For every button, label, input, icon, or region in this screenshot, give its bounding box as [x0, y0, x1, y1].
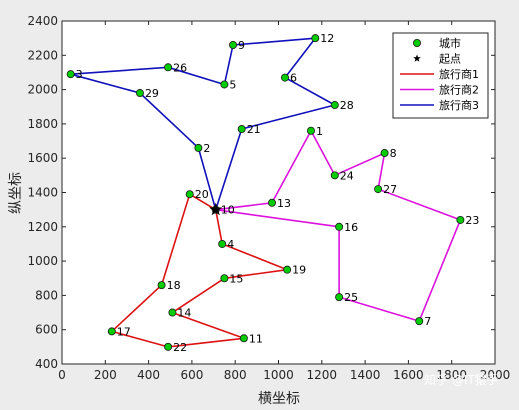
legend-city-marker: [412, 39, 421, 48]
x-axis-label: 横坐标: [258, 391, 300, 407]
city-marker: [280, 73, 289, 82]
city-marker: [239, 334, 248, 343]
y-tick-label: 2400: [27, 14, 58, 28]
city-label: 24: [340, 169, 354, 182]
legend-label: 旅行商3: [439, 98, 479, 112]
legend-label: 旅行商2: [439, 83, 479, 97]
x-tick-label: 1400: [350, 368, 381, 382]
x-tick-label: 600: [180, 368, 203, 382]
city-label: 8: [390, 147, 397, 160]
city-marker: [335, 293, 344, 302]
axes: 0 200 400 600 800 1000 1200 1400 1600 1800 2000400…: [27, 14, 510, 382]
city-marker: [283, 265, 292, 274]
city-label: 29: [145, 87, 159, 100]
city-label: 4: [227, 238, 234, 251]
city-marker: [374, 185, 383, 194]
x-tick-label: 800: [224, 368, 247, 382]
city-marker: [306, 126, 315, 135]
y-tick-label: 1000: [27, 254, 58, 268]
city-marker: [66, 70, 75, 79]
y-axis-label: 纵坐标: [8, 172, 24, 214]
city-label: 1: [316, 125, 323, 138]
city-marker: [229, 41, 238, 50]
city-marker: [268, 198, 277, 207]
watermark: 知乎 @IT猿手: [424, 373, 499, 387]
city-label: 7: [424, 315, 431, 328]
city-label: 9: [238, 39, 245, 52]
city-marker: [335, 222, 344, 231]
city-marker: [185, 190, 194, 199]
city-marker: [168, 308, 177, 317]
y-tick-label: 1800: [27, 117, 58, 131]
start-star-marker: [209, 202, 223, 216]
y-tick-label: 1400: [27, 186, 58, 200]
y-tick-label: 800: [35, 288, 58, 302]
city-label: 10: [221, 204, 235, 217]
city-label: 5: [229, 78, 236, 91]
city-marker: [330, 171, 339, 180]
city-label: 2: [203, 142, 210, 155]
city-marker: [380, 149, 389, 158]
city-label: 3: [76, 68, 83, 81]
city-label: 28: [340, 99, 354, 112]
city-label: 27: [383, 183, 397, 196]
x-tick-label: 400: [137, 368, 160, 382]
y-tick-label: 2000: [27, 83, 58, 97]
legend-box: [392, 32, 489, 119]
x-tick-label: 1600: [393, 368, 424, 382]
city-marker: [311, 34, 320, 43]
y-tick-label: 2200: [27, 48, 58, 62]
city-label: 25: [344, 291, 358, 304]
y-tick-label: 400: [35, 357, 58, 371]
city-label: 16: [344, 221, 358, 234]
city-label: 26: [173, 61, 187, 74]
x-tick-label: 0: [58, 368, 66, 382]
city-marker: [237, 125, 246, 134]
y-tick-label: 600: [35, 323, 58, 337]
city-marker: [107, 327, 116, 336]
city-label: 14: [177, 307, 191, 320]
city-label: 22: [173, 341, 187, 354]
city-marker: [330, 101, 339, 110]
city-label: 11: [249, 332, 263, 345]
y-tick-label: 1600: [27, 151, 58, 165]
legend-start-marker: [413, 54, 421, 62]
x-tick-label: 1800: [436, 368, 467, 382]
city-marker: [220, 274, 229, 283]
cities: 1234567891011121314151617181920212223242…: [66, 32, 479, 354]
x-tick-label: 200: [94, 368, 117, 382]
city-label: 6: [290, 72, 297, 85]
x-tick-label: 2000: [480, 368, 511, 382]
city-marker: [220, 80, 229, 89]
city-marker: [194, 143, 203, 152]
city-label: 18: [167, 279, 181, 292]
city-marker: [157, 281, 166, 290]
city-marker: [164, 63, 173, 72]
legend-label: 旅行商1: [439, 67, 479, 81]
legend-label: 起点: [439, 53, 461, 66]
legend-label: 城市: [439, 36, 461, 50]
x-tick-label: 1000: [263, 368, 294, 382]
city-marker: [456, 215, 465, 224]
city-marker: [135, 89, 144, 98]
city-label: 19: [292, 264, 306, 277]
city-label: 23: [465, 214, 479, 227]
city-marker: [164, 342, 173, 351]
route-line: [69, 37, 336, 210]
city-label: 17: [117, 325, 131, 338]
x-tick-label: 1200: [307, 368, 338, 382]
city-label: 13: [277, 197, 291, 210]
y-tick-label: 1200: [27, 220, 58, 234]
city-label: 15: [229, 272, 243, 285]
city-label: 20: [195, 188, 209, 201]
city-marker: [415, 317, 424, 326]
city-label: 12: [320, 32, 334, 45]
city-marker: [218, 239, 227, 248]
city-label: 21: [247, 123, 261, 136]
